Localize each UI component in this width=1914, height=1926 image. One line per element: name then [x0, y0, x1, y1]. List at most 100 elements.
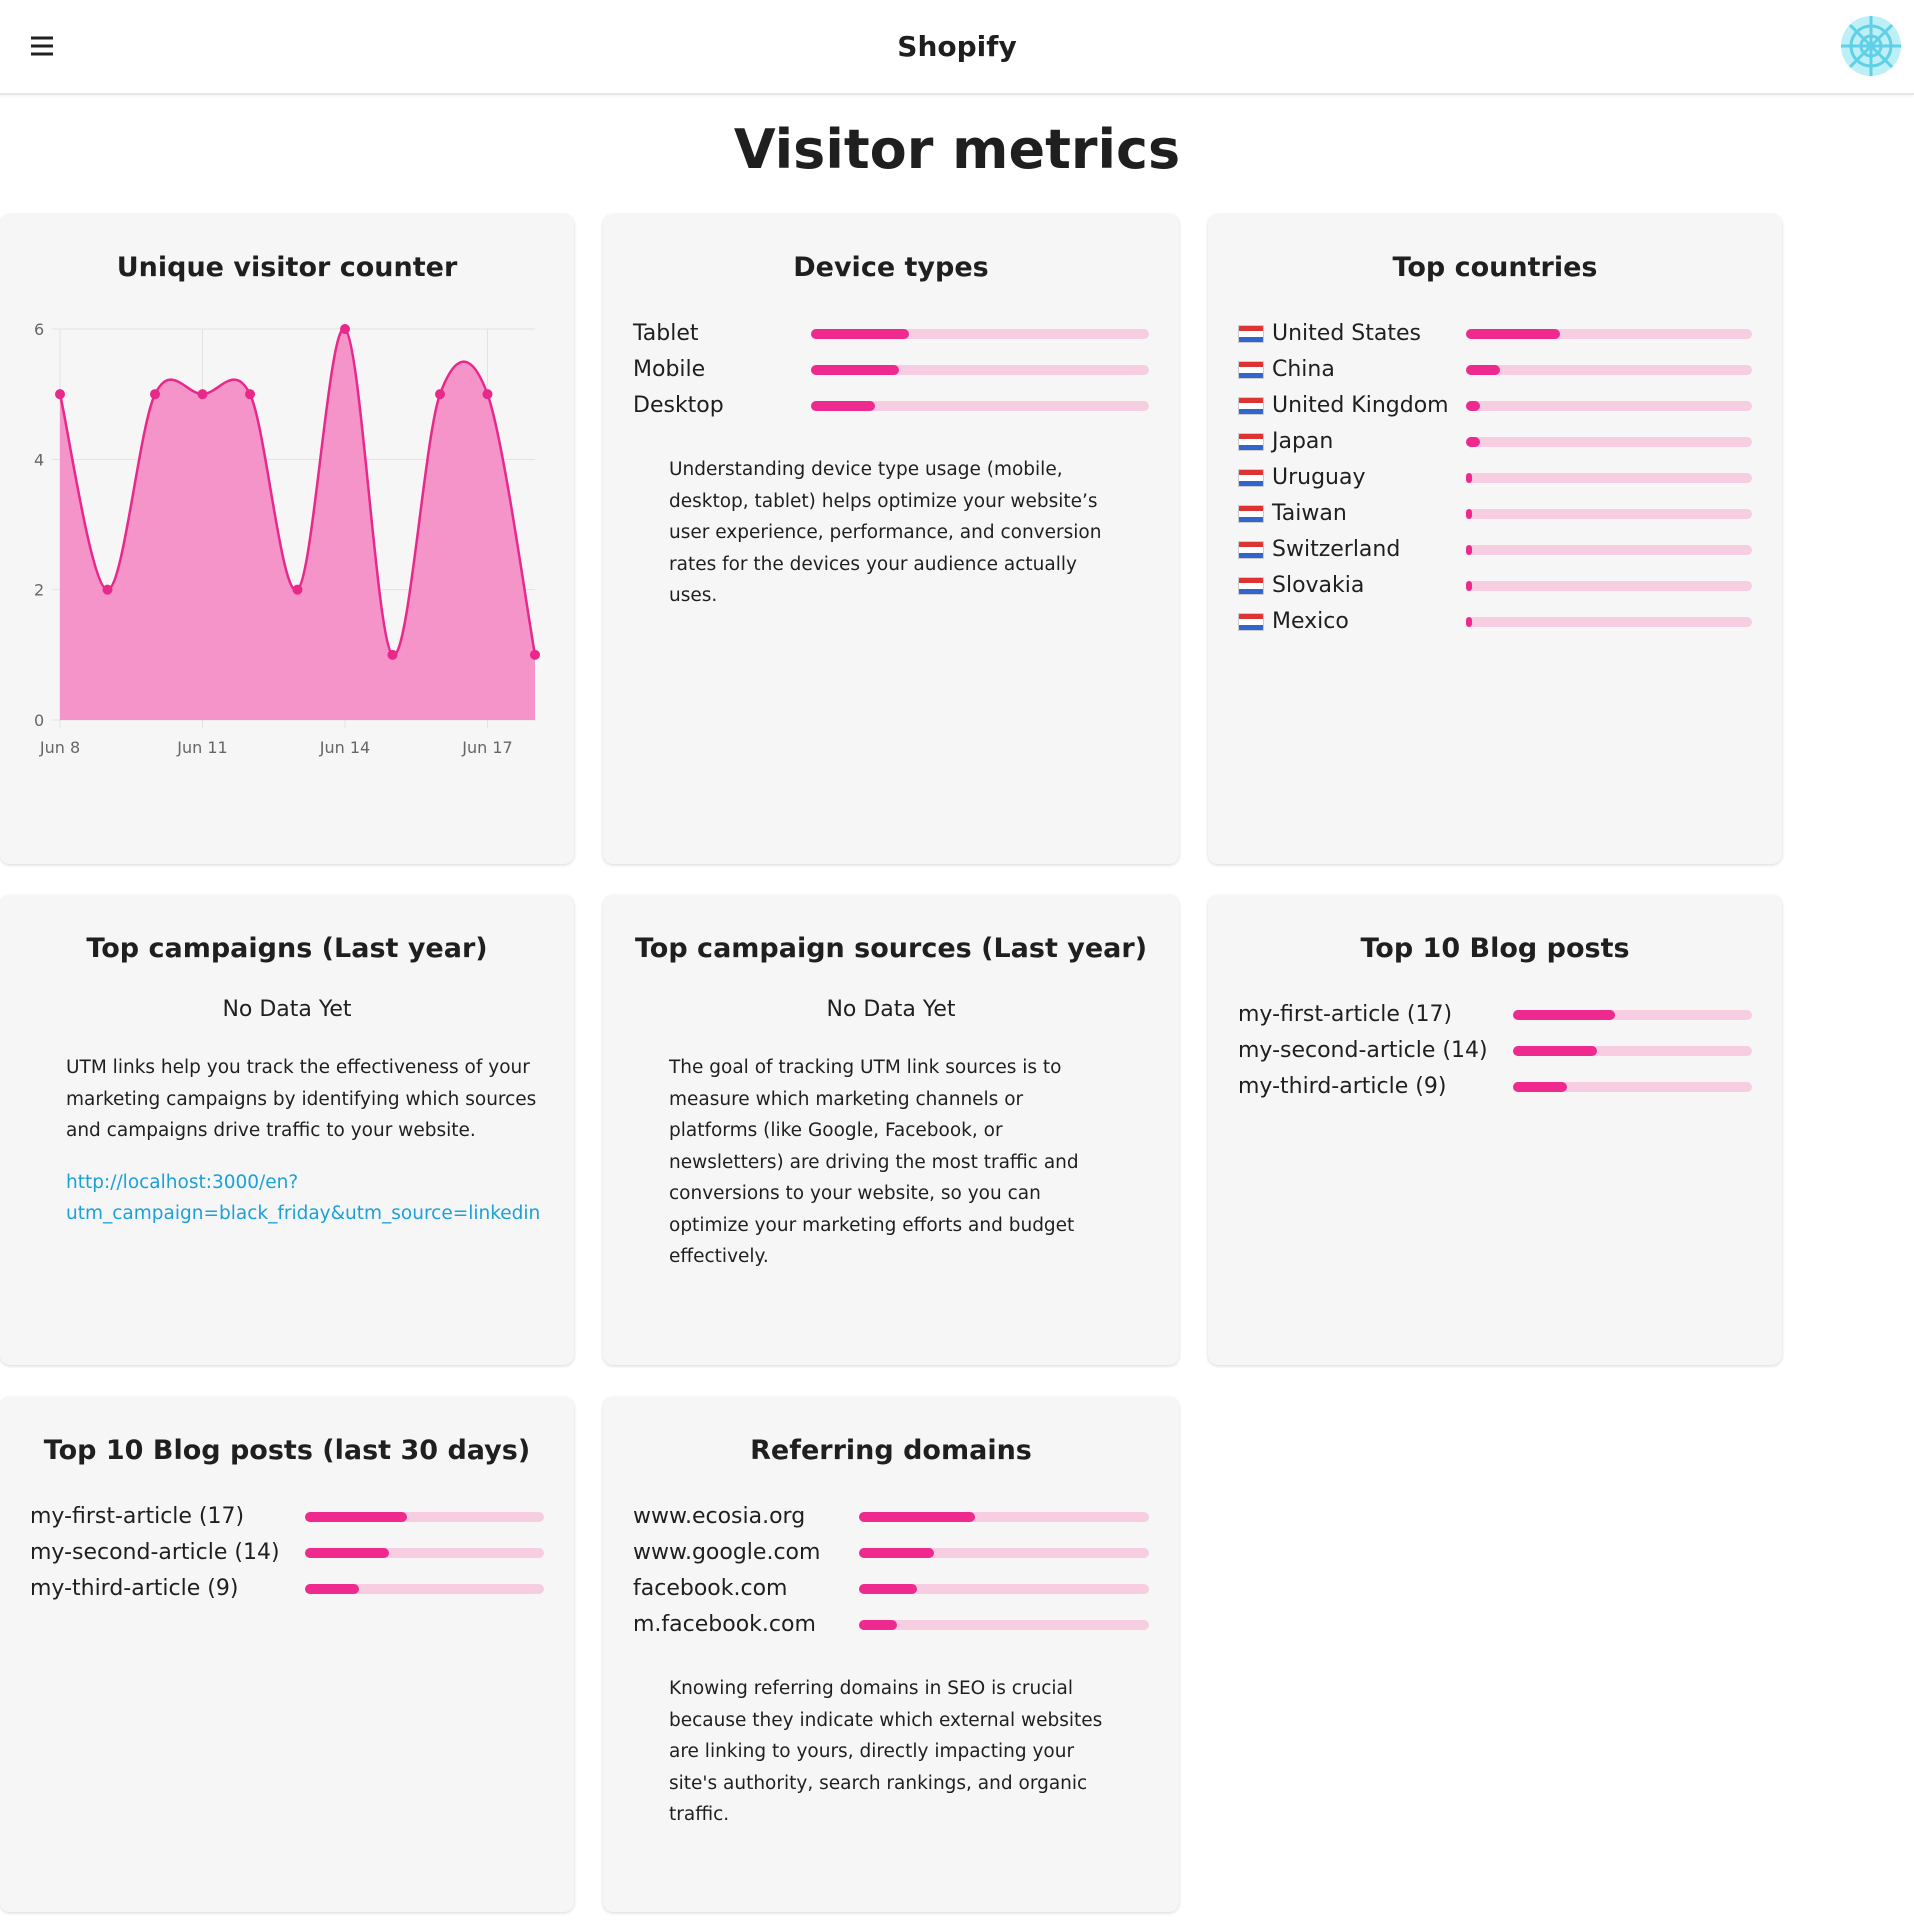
bar [1466, 329, 1561, 339]
card-description: UTM links help you track the effectivene… [66, 1057, 537, 1141]
row-label: www.ecosia.org [633, 1499, 859, 1535]
row-label: China [1238, 352, 1466, 388]
empty-state: No Data Yet [222, 997, 352, 1022]
card-description: Knowing referring domains in SEO is cruc… [669, 1678, 1103, 1825]
item-label: my-third-article (9) [1238, 1074, 1447, 1099]
bar [1466, 401, 1481, 411]
bar-track [859, 1620, 1149, 1630]
utm-link[interactable]: http://localhost:3000/en?utm_campaign=bl… [66, 1171, 541, 1225]
countries-card: Top countries United States China United K… [1208, 214, 1782, 864]
bar [305, 1584, 359, 1594]
device-card: Device types Tablet Mobile Desktop Underst… [603, 214, 1179, 864]
card-description: Understanding device type usage (mobile,… [669, 459, 1102, 606]
row-label: Uruguay [1238, 460, 1466, 496]
bar [1466, 617, 1472, 627]
bar-track [1513, 1082, 1752, 1092]
bar-list: Tablet Mobile Desktop [633, 316, 1149, 424]
item-label: my-second-article (14) [30, 1540, 280, 1565]
row-label: Desktop [633, 388, 811, 424]
item-label: my-second-article (14) [1238, 1038, 1488, 1063]
bar-list: United States China United Kingdom Japan Uru… [1238, 316, 1752, 640]
row-label: my-first-article (17) [30, 1499, 305, 1535]
bar-track [1513, 1010, 1752, 1020]
y-tick-label: 4 [34, 450, 44, 469]
blog-card: Top 10 Blog posts my-first-article (17) m… [1208, 895, 1782, 1365]
row-label: m.facebook.com [633, 1607, 859, 1643]
point [150, 389, 160, 400]
bar-list: my-first-article (17) my-second-article (… [1238, 997, 1752, 1105]
bar [859, 1512, 975, 1522]
flag-icon [1238, 325, 1264, 343]
item-label: Mobile [633, 357, 706, 382]
item-label: United Kingdom [1272, 393, 1449, 418]
item-label: Slovakia [1272, 573, 1365, 598]
bar-track [1466, 437, 1752, 447]
row-label: my-third-article (9) [1238, 1069, 1513, 1105]
card-title: Top campaign sources (Last year) [634, 933, 1148, 964]
item-label: facebook.com [633, 1576, 788, 1601]
bar-track [1513, 1046, 1752, 1056]
row-label: my-second-article (14) [30, 1535, 305, 1571]
bar-track [859, 1548, 1149, 1558]
item-label: www.google.com [633, 1540, 821, 1565]
card-title: Referring domains [750, 1435, 1032, 1466]
bar [1466, 473, 1472, 483]
flag-icon [1238, 613, 1264, 631]
flag-icon [1238, 397, 1264, 415]
card-title: Top 10 Blog posts [1360, 933, 1630, 964]
item-label: Switzerland [1272, 537, 1401, 562]
row-label: facebook.com [633, 1571, 859, 1607]
menu-button[interactable] [28, 34, 56, 58]
item-label: Japan [1272, 429, 1334, 454]
bar [1513, 1082, 1567, 1092]
bar-track [305, 1512, 544, 1522]
blog-30d-card: Top 10 Blog posts (last 30 days) my-firs… [0, 1397, 574, 1912]
bar-track [305, 1548, 544, 1558]
area [60, 328, 535, 720]
bar-track [859, 1512, 1149, 1522]
row-label: www.google.com [633, 1535, 859, 1571]
x-tick-label: Jun 17 [461, 738, 512, 757]
page-heading: Visitor metrics [733, 118, 1181, 181]
card-title: Top 10 Blog posts (last 30 days) [43, 1435, 531, 1466]
bar [859, 1584, 917, 1594]
bar-track [1466, 473, 1752, 483]
card-title: Top countries [1392, 252, 1598, 283]
point [197, 389, 208, 400]
bar [305, 1512, 407, 1522]
bar [859, 1620, 897, 1630]
avatar[interactable] [1840, 15, 1902, 77]
bar-track [811, 329, 1149, 339]
item-label: m.facebook.com [633, 1612, 816, 1637]
bar [1466, 545, 1472, 555]
card-description: The goal of tracking UTM link sources is… [669, 1057, 1079, 1267]
row-label: United Kingdom [1238, 388, 1466, 424]
point [55, 389, 65, 400]
point [245, 389, 255, 400]
item-label: China [1272, 357, 1335, 382]
bar [1513, 1046, 1597, 1056]
item-label: my-first-article (17) [30, 1504, 245, 1529]
bar-track [1466, 401, 1752, 411]
flag-icon [1238, 577, 1264, 595]
row-label: Mexico [1238, 604, 1466, 640]
campaigns-card: Top campaigns (Last year) No Data Yet UT… [0, 895, 574, 1365]
line [58, 327, 537, 657]
item-label: Desktop [633, 393, 724, 418]
row-label: Tablet [633, 316, 811, 352]
row-label: my-third-article (9) [30, 1571, 305, 1607]
item-label: www.ecosia.org [633, 1504, 806, 1529]
bar-track [811, 365, 1149, 375]
flag-icon [1238, 469, 1264, 487]
flag-icon [1238, 433, 1264, 451]
bar-track [859, 1584, 1149, 1594]
row-label: Mobile [633, 352, 811, 388]
card-title: Top campaigns (Last year) [86, 933, 488, 964]
y-tick-label: 0 [34, 711, 44, 730]
bar [859, 1548, 935, 1558]
bar-track [305, 1584, 544, 1594]
y-tick-label: 6 [34, 320, 44, 339]
item-label: Mexico [1272, 609, 1349, 634]
